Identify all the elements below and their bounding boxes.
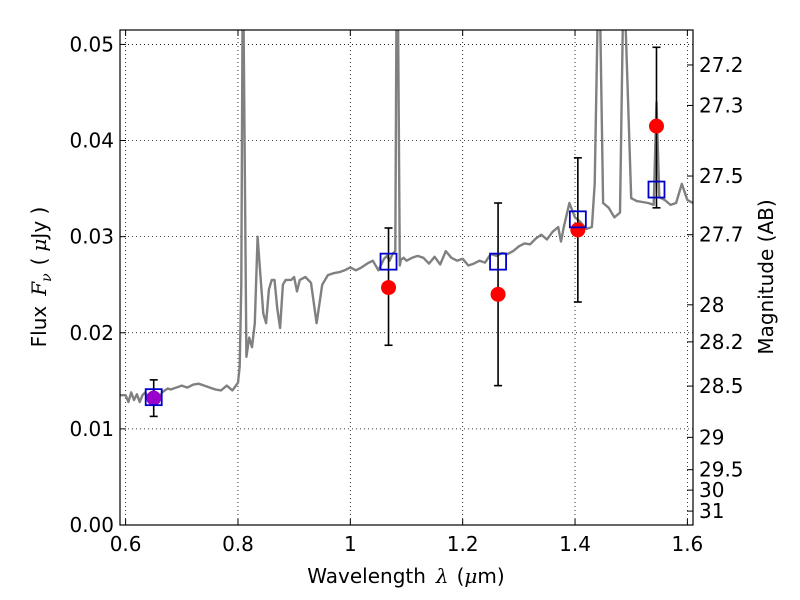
- observed-point-4: [648, 118, 664, 134]
- model-photometry: [144, 180, 666, 407]
- y2-tick-label-8: 29.5: [699, 458, 744, 482]
- observed-point-0: [146, 390, 162, 406]
- y-axis-title: Flux Fν ( μJy ): [27, 207, 55, 348]
- plot-frame: [119, 29, 694, 526]
- model-square-3: [568, 210, 587, 229]
- y-axis-unit-open: (: [27, 258, 51, 266]
- y-axis-label: Flux: [27, 306, 51, 348]
- x-tick-label-3: 1.2: [447, 532, 479, 556]
- grid-lines: [120, 30, 693, 526]
- y-axis-symbol-sub: ν: [39, 273, 55, 282]
- x-axis-ticks: 0.6 0.8 1 1.2 1.4 1.6: [110, 30, 703, 556]
- x-tick-label-4: 1.4: [559, 532, 591, 556]
- observed-point-3: [570, 222, 586, 238]
- y2-tick-label-6: 28.5: [699, 374, 744, 398]
- x-tick-label-0: 0.6: [110, 532, 142, 556]
- y2-tick-label-1: 27.3: [699, 93, 744, 117]
- model-square-1: [379, 252, 398, 271]
- x-axis-title: Wavelength λ (μm): [307, 564, 504, 588]
- spectrum-line: [120, 30, 693, 404]
- y-axis-unit-mu: μ: [27, 239, 51, 252]
- y-tick-label-1: 0.01: [69, 417, 114, 441]
- model-square-0: [144, 388, 163, 407]
- x-axis-unit-rest: m): [477, 564, 504, 588]
- y-axis-ticks: 0.00 0.01 0.02 0.03 0.04 0.05: [69, 32, 126, 537]
- y2-tick-label-0: 27.2: [699, 53, 744, 77]
- model-spectrum: [120, 30, 693, 404]
- model-square-2: [489, 252, 507, 271]
- y-axis-unit-rest: Jy ): [27, 207, 51, 241]
- x-tick-label-5: 1.6: [671, 532, 703, 556]
- y-tick-label-2: 0.02: [69, 321, 114, 345]
- y-tick-label-3: 0.03: [69, 225, 114, 249]
- x-axis-unit-mu: μ: [464, 564, 477, 588]
- x-axis-unit-open: (: [457, 564, 465, 588]
- y-tick-label-5: 0.05: [69, 32, 114, 56]
- x-axis-symbol: λ: [435, 564, 449, 588]
- observed-point-1: [381, 280, 397, 296]
- x-tick-label-1: 0.8: [222, 532, 254, 556]
- x-tick-label-2: 1: [344, 532, 357, 556]
- observed-points: [146, 118, 664, 406]
- y2-tick-label-2: 27.5: [699, 164, 744, 188]
- y-axis-symbol: F: [27, 281, 51, 297]
- y2-tick-label-10: 31: [699, 499, 724, 523]
- observed-point-2: [490, 286, 506, 302]
- y2-tick-label-3: 27.7: [699, 223, 744, 247]
- y2-axis-title: Magnitude (AB): [754, 199, 778, 354]
- x-axis-label: Wavelength: [307, 564, 426, 588]
- y2-tick-label-9: 30: [699, 478, 724, 502]
- y2-tick-label-4: 28: [699, 293, 724, 317]
- y-tick-label-0: 0.00: [69, 513, 114, 537]
- model-square-4: [647, 180, 666, 199]
- y-tick-label-4: 0.04: [69, 129, 114, 153]
- y2-tick-label-7: 29: [699, 425, 724, 449]
- y2-tick-label-5: 28.2: [699, 330, 744, 354]
